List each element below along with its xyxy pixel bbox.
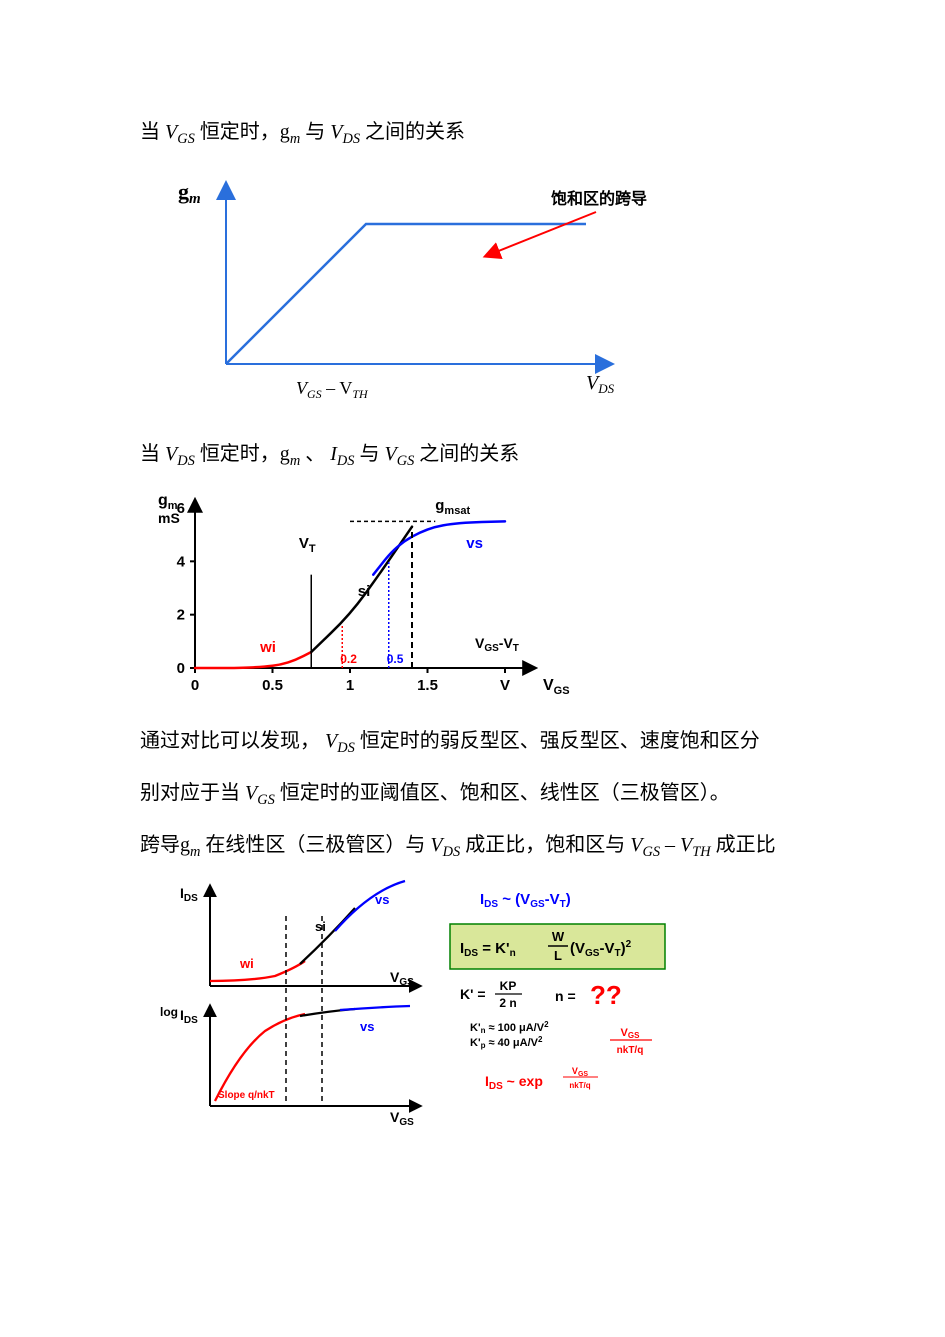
paragraph-2: 当 VDS 恒定时，gm 、 IDS 与 VGS 之间的关系 [140, 432, 805, 478]
svg-text:vs: vs [375, 892, 389, 907]
p1-text: 之间的关系 [365, 121, 465, 143]
svg-text:0: 0 [191, 677, 199, 694]
paragraph-3: 通过对比可以发现， VDS 恒定时的弱反型区、强反型区、速度饱和区分 [140, 719, 805, 765]
svg-text:2 n: 2 n [499, 996, 516, 1010]
svg-text:wi: wi [239, 956, 254, 971]
svg-text:V: V [500, 677, 510, 694]
p2-ids: IDS [330, 443, 354, 465]
svg-text:W: W [552, 929, 565, 944]
svg-text:4: 4 [177, 554, 186, 571]
svg-text:mS: mS [158, 510, 180, 526]
svg-text:K'n ≈ 100 μA/V2: K'n ≈ 100 μA/V2 [470, 1020, 549, 1035]
paragraph-5: 跨导gm 在线性区（三极管区）与 VDS 成正比，饱和区与 VGS – VTH … [140, 823, 805, 869]
svg-text:vs: vs [466, 535, 483, 552]
svg-text:K' =: K' = [460, 986, 486, 1002]
svg-text:VDS: VDS [586, 372, 615, 396]
svg-text:nkT/q: nkT/q [617, 1045, 644, 1056]
page: 当 VGS 恒定时，gm 与 VDS 之间的关系 gm VDS VGS – VTH 饱… [0, 0, 945, 1196]
svg-text:K'p ≈ 40 μA/V2: K'p ≈ 40 μA/V2 [470, 1035, 543, 1050]
svg-text:0.5: 0.5 [387, 652, 404, 666]
svg-text:log: log [160, 1005, 178, 1019]
figure-gm-vds: gm VDS VGS – VTH 饱和区的跨导 [156, 164, 805, 414]
svg-text:IDS ~ exp: IDS ~ exp [485, 1073, 543, 1092]
svg-text:wi: wi [259, 639, 276, 656]
svg-text:VGS-VT: VGS-VT [475, 635, 519, 654]
figure-ids-vgs: IDSVGSwisivslogIDSVGSvsSlope q/nkTIDS ~ … [150, 876, 805, 1136]
svg-text:si: si [315, 919, 326, 934]
paragraph-1: 当 VGS 恒定时，gm 与 VDS 之间的关系 [140, 110, 805, 156]
svg-text:VGS: VGS [543, 677, 570, 697]
svg-text:饱和区的跨导: 饱和区的跨导 [551, 189, 647, 208]
svg-text:L: L [554, 948, 562, 963]
svg-text:VGS – VTH: VGS – VTH [296, 378, 369, 401]
fig2-svg: 024600.511.5VgmmSVGSVGS-VTwisivsgmsatVT0… [140, 483, 570, 713]
svg-text:n =: n = [555, 988, 576, 1004]
fig1-svg: gm VDS VGS – VTH 饱和区的跨导 [156, 164, 716, 414]
svg-text:nkT/q: nkT/q [569, 1081, 590, 1090]
svg-text:??: ?? [590, 980, 622, 1010]
svg-text:0: 0 [177, 660, 185, 677]
figure-gm-vgs: 024600.511.5VgmmSVGSVGS-VTwisivsgmsatVT0… [140, 483, 805, 713]
fig3-svg: IDSVGSwisivslogIDSVGSvsSlope q/nkTIDS ~ … [150, 876, 770, 1136]
svg-text:VGS: VGS [572, 1066, 588, 1078]
p1-vgs: VGS [165, 121, 195, 143]
paragraph-4: 别对应于当 VGS 恒定时的亚阈值区、饱和区、线性区（三极管区）。 [140, 771, 805, 817]
svg-text:2: 2 [177, 607, 185, 624]
p2-vds: VDS [165, 443, 195, 465]
svg-text:0.5: 0.5 [262, 677, 283, 694]
svg-text:gm: gm [158, 492, 178, 512]
p2-vgs: VGS [384, 443, 414, 465]
svg-text:0.2: 0.2 [340, 652, 357, 666]
svg-text:gm: gm [178, 179, 201, 207]
svg-text:KP: KP [500, 979, 517, 993]
svg-text:1.5: 1.5 [417, 677, 438, 694]
svg-text:VGS: VGS [390, 1109, 414, 1128]
p1-text: 当 [140, 121, 160, 143]
svg-text:VT: VT [299, 535, 316, 555]
svg-text:si: si [358, 583, 371, 600]
p1-text: 与 [305, 121, 325, 143]
svg-text:IDS ~ (VGS-VT): IDS ~ (VGS-VT) [480, 891, 571, 910]
svg-text:IDS: IDS [180, 1007, 198, 1026]
svg-text:vs: vs [360, 1019, 374, 1034]
p1-text: 恒定时，g [200, 121, 290, 143]
svg-text:1: 1 [346, 677, 354, 694]
svg-text:IDS: IDS [180, 885, 198, 904]
p1-vds: VDS [330, 121, 360, 143]
svg-text:(VGS-VT)2: (VGS-VT)2 [570, 939, 632, 959]
svg-text:Slope q/nkT: Slope q/nkT [218, 1090, 275, 1101]
svg-text:VGS: VGS [621, 1027, 641, 1040]
svg-text:gmsat: gmsat [435, 497, 470, 517]
